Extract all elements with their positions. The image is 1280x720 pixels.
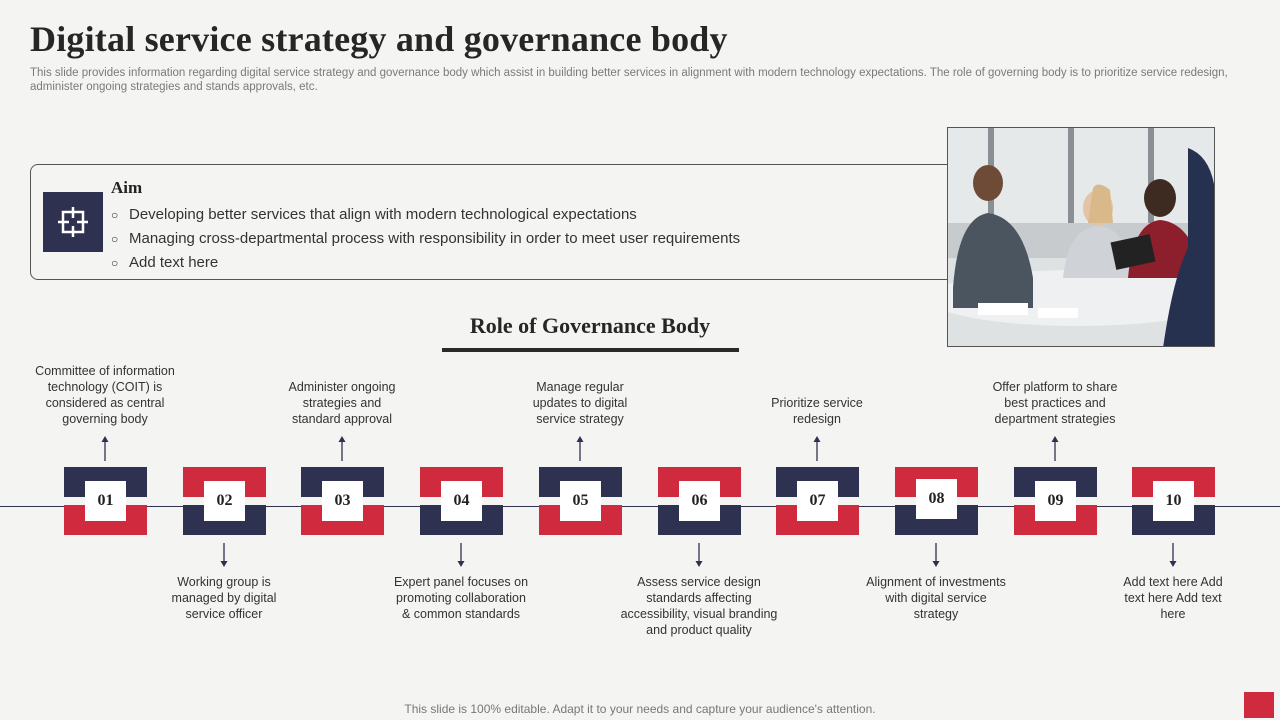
arrow-down-icon xyxy=(219,543,229,574)
timeline-step: 03 xyxy=(301,467,384,535)
arrow-up-icon xyxy=(812,435,822,466)
timeline-step: 01 xyxy=(64,467,147,535)
step-number: 01 xyxy=(85,481,126,521)
step-number: 06 xyxy=(679,481,720,521)
step-number: 05 xyxy=(560,481,601,521)
step-number: 08 xyxy=(916,479,957,519)
aim-item: ○ Managing cross-departmental process wit… xyxy=(111,230,741,247)
timeline-step: 06 xyxy=(658,467,741,535)
arrow-up-icon xyxy=(575,435,585,466)
page-title: Digital service strategy and governance … xyxy=(30,19,728,59)
step-description: Administer ongoing strategies and standa… xyxy=(288,380,396,426)
step-number: 03 xyxy=(322,481,363,521)
step-description: Offer platform to share best practices a… xyxy=(992,380,1118,426)
arrow-up-icon xyxy=(100,435,110,466)
arrow-down-icon xyxy=(456,543,466,574)
arrow-down-icon xyxy=(931,543,941,574)
aim-list: ○ Developing better services that align w… xyxy=(111,203,740,275)
aim-item: ○ Add text here xyxy=(111,254,219,271)
step-description: Committee of information technology (COI… xyxy=(35,364,175,426)
step-number: 10 xyxy=(1153,481,1194,521)
aim-panel: Aim ○ Developing better services that ali… xyxy=(30,164,960,280)
arrow-down-icon xyxy=(1168,543,1178,574)
timeline-step: 09 xyxy=(1014,467,1097,535)
timeline-line xyxy=(0,506,1280,507)
aim-title: Aim xyxy=(111,178,143,197)
timeline-step: 07 xyxy=(776,467,859,535)
arrow-up-icon xyxy=(1050,435,1060,466)
step-description: Alignment of investments with digital se… xyxy=(866,575,1006,621)
step-number: 07 xyxy=(797,481,838,521)
step-description: Manage regular updates to digital servic… xyxy=(532,380,628,426)
aim-item: ○ Developing better services that align w… xyxy=(111,206,637,223)
arrow-up-icon xyxy=(337,435,347,466)
arrow-down-icon xyxy=(694,543,704,574)
step-description: Add text here Add text here Add text her… xyxy=(1123,575,1223,621)
timeline-step: 10 xyxy=(1132,467,1215,535)
timeline-step: 02 xyxy=(183,467,266,535)
governance-title-underline xyxy=(442,348,739,352)
target-icon xyxy=(43,192,103,252)
step-description: Assess service design standards affectin… xyxy=(620,575,778,637)
step-description: Working group is managed by digital serv… xyxy=(171,575,277,621)
step-description: Prioritize service redesign xyxy=(771,396,863,426)
step-number: 04 xyxy=(441,481,482,521)
timeline-step: 05 xyxy=(539,467,622,535)
timeline-step: 08 xyxy=(895,467,978,535)
governance-title: Role of Governance Body xyxy=(469,313,711,338)
corner-accent xyxy=(1244,692,1274,718)
business-meeting-photo xyxy=(947,127,1215,347)
step-description: Expert panel focuses on promoting collab… xyxy=(393,575,529,621)
footer-note: This slide is 100% editable. Adapt it to… xyxy=(404,702,876,716)
timeline-step: 04 xyxy=(420,467,503,535)
step-number: 09 xyxy=(1035,481,1076,521)
page-subtitle: This slide provides information regardin… xyxy=(30,67,1228,93)
step-number: 02 xyxy=(204,481,245,521)
